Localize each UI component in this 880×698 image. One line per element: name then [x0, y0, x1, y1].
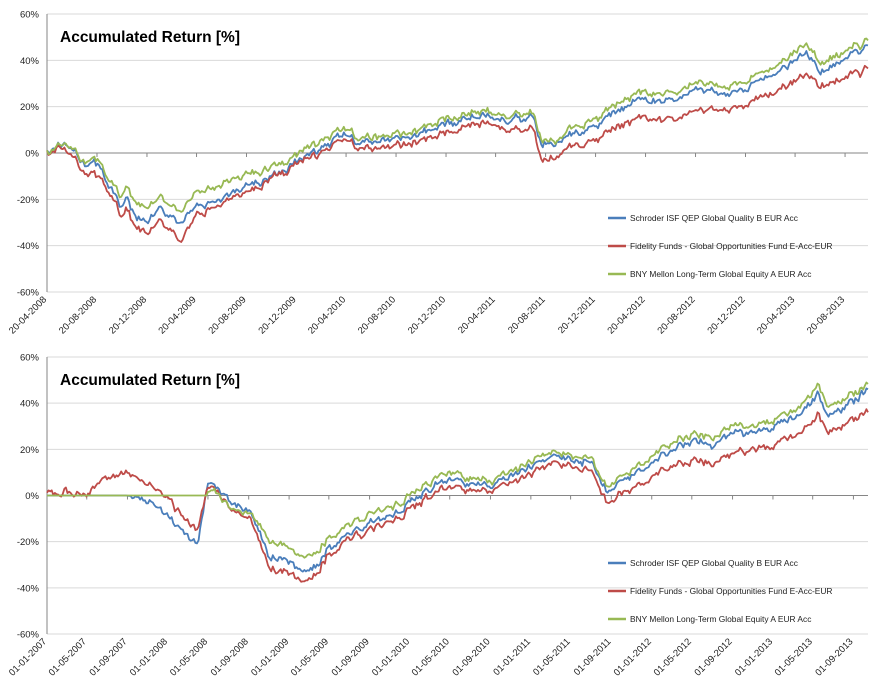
bottom-x-tick-label: 01-01-2009: [249, 636, 291, 678]
bottom-x-tick-label: 01-01-2013: [733, 636, 775, 678]
bottom-x-tick-label: 01-01-2011: [491, 636, 533, 678]
bottom-x-tick-label: 01-09-2013: [813, 636, 855, 678]
top-x-tick-label: 20-04-2013: [755, 294, 797, 336]
bottom-series-line-fidelity: [46, 408, 869, 583]
top-x-tick-label: 20-12-2008: [107, 294, 149, 336]
top-x-tick-label: 20-04-2012: [606, 294, 648, 336]
bottom-y-tick-label: -20%: [17, 537, 40, 548]
top-y-tick-label: -60%: [17, 288, 40, 299]
top-y-tick-label: -40%: [17, 241, 40, 252]
bottom-series-line-bny: [47, 381, 869, 559]
top-x-tick-label: 20-08-2012: [655, 294, 697, 336]
bottom-x-tick-label: 01-09-2008: [209, 636, 251, 678]
top-x-tick-label: 20-04-2009: [157, 294, 199, 336]
top-x-tick-label: 20-12-2012: [705, 294, 747, 336]
bottom-x-tick-label: 01-01-2010: [370, 636, 412, 678]
bottom-y-tick-label: 60%: [20, 353, 40, 364]
bottom-legend-label-bny: BNY Mellon Long-Term Global Equity A EUR…: [630, 614, 811, 624]
bottom-x-tick-label: 01-09-2007: [87, 636, 129, 678]
top-x-tick-label: 20-08-2008: [57, 294, 99, 336]
bottom-y-tick-label: -60%: [17, 630, 40, 641]
top-legend-label-fidelity: Fidelity Funds - Global Opportunities Fu…: [630, 241, 832, 251]
bottom-chart-title: Accumulated Return [%]: [60, 372, 240, 389]
bottom-x-tick-label: 01-05-2010: [410, 636, 452, 678]
bottom-x-tick-label: 01-01-2012: [612, 636, 654, 678]
top-x-tick-label: 20-08-2013: [805, 294, 847, 336]
bottom-y-tick-label: 20%: [20, 445, 40, 456]
top-y-tick-label: -20%: [17, 195, 40, 206]
top-series-line-bny: [46, 37, 869, 213]
bottom-y-tick-label: -40%: [17, 583, 40, 594]
bottom-x-tick-label: 01-09-2012: [693, 636, 735, 678]
top-x-tick-label: 20-04-2008: [7, 294, 49, 336]
bottom-x-tick-label: 01-05-2012: [652, 636, 694, 678]
bottom-legend-label-fidelity: Fidelity Funds - Global Opportunities Fu…: [630, 586, 832, 596]
top-legend-label-schroder: Schroder ISF QEP Global Quality B EUR Ac…: [630, 213, 798, 223]
top-x-tick-label: 20-04-2011: [456, 294, 498, 336]
bottom-x-tick-label: 01-01-2007: [7, 636, 49, 678]
chart-panel-bottom: 60% 40% 20% 0% -20% -40% -60% 01-01-2007 01-05-2…: [0, 347, 880, 698]
chart-svg-bottom: 60%40%20%0%-20%-40%-60%01-01-200701-05-2…: [7, 353, 869, 678]
bottom-x-tick-label: 01-09-2010: [450, 636, 492, 678]
bottom-x-tick-label: 01-05-2008: [168, 636, 210, 678]
bottom-x-tick-label: 01-09-2011: [572, 636, 614, 678]
top-x-tick-label: 20-12-2010: [406, 294, 448, 336]
bottom-x-tick-label: 01-05-2013: [773, 636, 815, 678]
bottom-legend-label-schroder: Schroder ISF QEP Global Quality B EUR Ac…: [630, 558, 798, 568]
top-y-tick-label: 40%: [20, 56, 40, 67]
bottom-x-tick-label: 01-05-2011: [531, 636, 573, 678]
top-series-line-schroder: [46, 44, 869, 225]
bottom-series-line-schroder: [47, 387, 869, 573]
top-y-tick-label: 0%: [25, 149, 39, 160]
top-x-tick-label: 20-12-2009: [256, 294, 298, 336]
top-x-tick-label: 20-12-2011: [556, 294, 598, 336]
chart-panel-top: 60% 40% 20% 0% -20% -40% -60% 20-04-2008 20-08-2…: [7, 10, 869, 336]
bottom-x-tick-label: 01-05-2007: [47, 636, 89, 678]
top-x-tick-label: 20-04-2010: [306, 294, 348, 336]
bottom-x-tick-label: 01-09-2009: [330, 636, 372, 678]
chart-svg-top: 60%40%20%0%-20%-40%-60%20-04-2008 20-08-2…: [7, 10, 869, 336]
top-y-tick-label: 60%: [20, 10, 40, 21]
top-y-tick-label: 20%: [20, 102, 40, 113]
top-series-line-fidelity: [46, 64, 869, 243]
bottom-x-tick-label: 01-01-2008: [128, 636, 170, 678]
bottom-x-tick-label: 01-05-2009: [289, 636, 331, 678]
bottom-y-tick-label: 0%: [25, 491, 39, 502]
top-chart-title: Accumulated Return [%]: [60, 29, 240, 46]
bottom-y-tick-label: 40%: [20, 399, 40, 410]
top-x-tick-label: 20-08-2010: [356, 294, 398, 336]
top-x-tick-label: 20-08-2009: [206, 294, 248, 336]
top-x-tick-label: 20-08-2011: [506, 294, 548, 336]
top-legend-label-bny: BNY Mellon Long-Term Global Equity A EUR…: [630, 269, 811, 279]
